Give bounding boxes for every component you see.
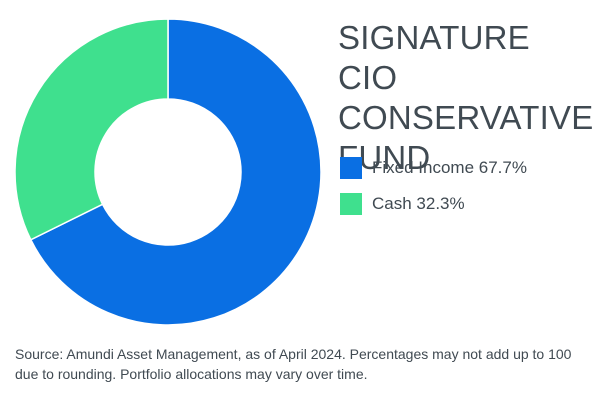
legend-item-cash: Cash 32.3% — [340, 192, 590, 216]
chart-title: SIGNATURE CIO CONSERVATIVE FUND — [338, 18, 594, 178]
chart-title-line-1: SIGNATURE CIO — [338, 19, 530, 96]
source-note: Source: Amundi Asset Management, as of A… — [15, 346, 572, 382]
chart-legend: Fixed Income 67.7% Cash 32.3% — [340, 156, 590, 228]
slice-fixed-income — [29, 18, 322, 326]
donut-slices — [14, 18, 322, 326]
slice-cash — [14, 18, 169, 241]
chart-title-line-2: CONSERVATIVE — [338, 99, 594, 136]
legend-item-fixed-income: Fixed Income 67.7% — [340, 156, 590, 180]
legend-label-fixed-income: Fixed Income 67.7% — [372, 158, 527, 177]
legend-swatch-fixed-income — [340, 157, 362, 179]
legend-label-cash: Cash 32.3% — [372, 194, 465, 213]
legend-swatch-cash — [340, 193, 362, 215]
